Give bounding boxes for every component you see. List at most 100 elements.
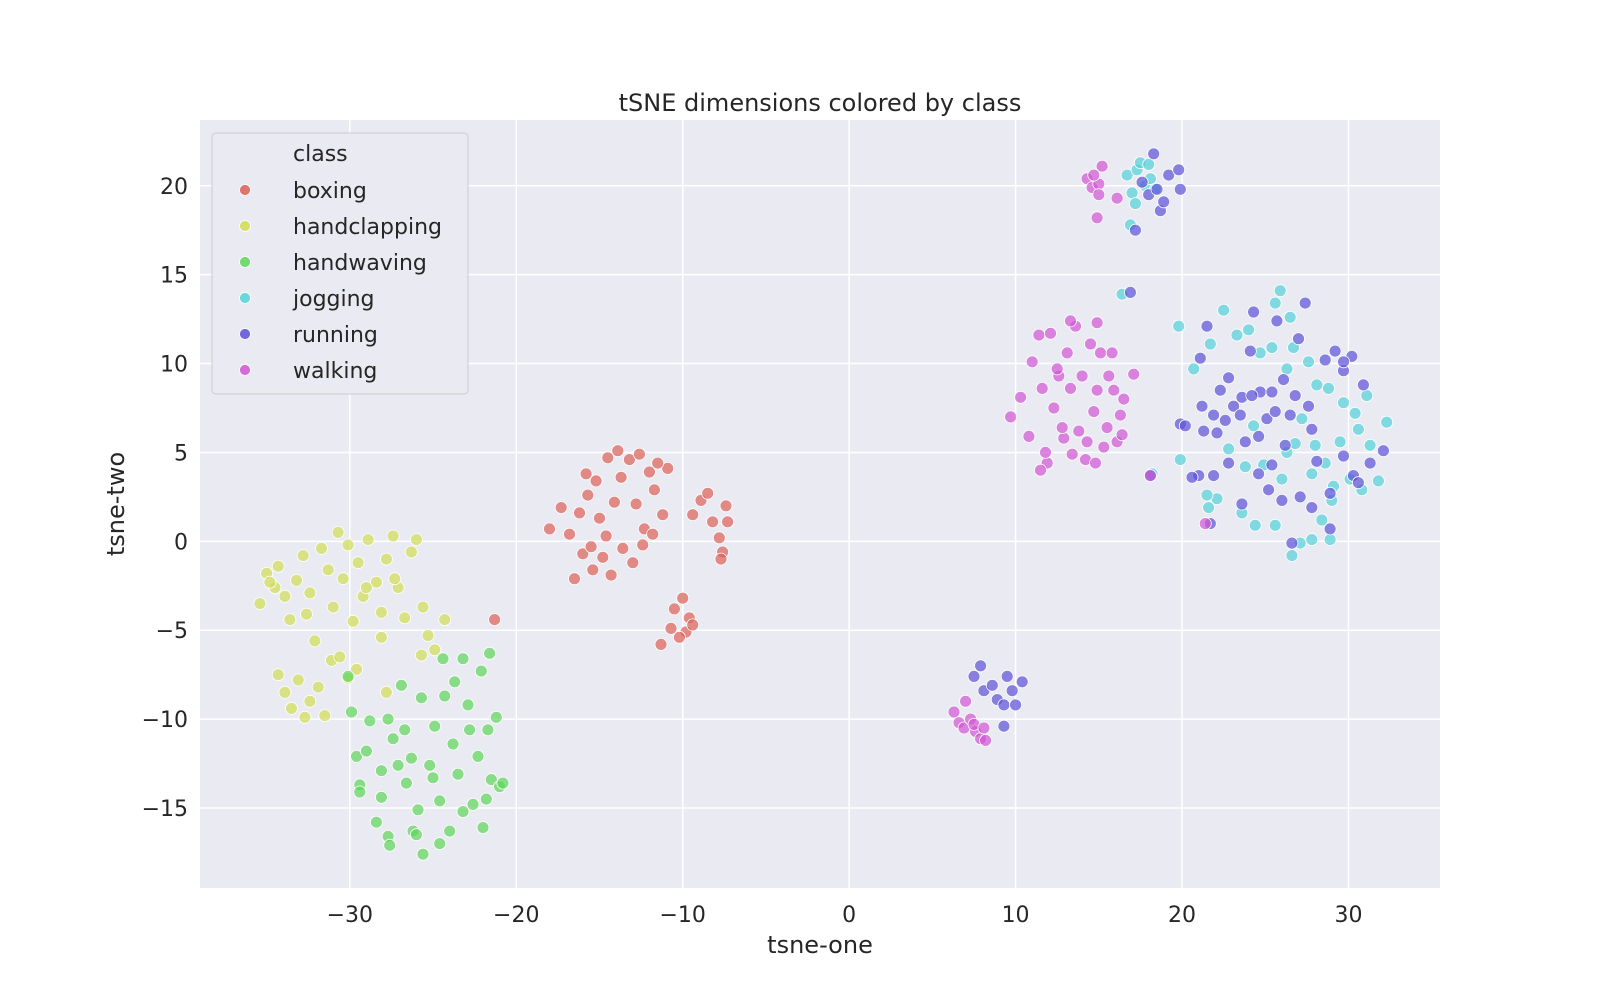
point-handwaving xyxy=(484,773,498,786)
legend-label-walking: walking xyxy=(293,359,377,384)
point-handclapping xyxy=(271,559,285,573)
point-handwaving xyxy=(374,790,388,804)
point-handwaving xyxy=(456,805,470,818)
point-handwaving xyxy=(433,837,447,850)
point-boxing xyxy=(601,451,615,465)
point-jogging xyxy=(1302,355,1315,369)
point-handwaving xyxy=(381,712,395,726)
point-boxing xyxy=(629,497,643,511)
point-handwaving xyxy=(451,767,465,781)
point-running xyxy=(1222,371,1235,385)
point-running xyxy=(1135,175,1149,189)
point-jogging xyxy=(1238,460,1252,474)
point-boxing xyxy=(608,495,621,509)
point-boxing xyxy=(701,486,715,500)
chart-title: tSNE dimensions colored by class xyxy=(619,89,1022,117)
point-running xyxy=(1162,168,1176,182)
point-handclapping xyxy=(346,614,360,628)
point-handwaving xyxy=(471,750,485,763)
x-tick-label: 10 xyxy=(1002,903,1030,928)
point-running xyxy=(1277,373,1290,387)
point-running xyxy=(1265,458,1279,472)
point-handwaving xyxy=(353,785,367,799)
legend-frame xyxy=(211,132,469,395)
point-running xyxy=(1275,493,1289,507)
point-jogging xyxy=(1337,396,1350,410)
point-running xyxy=(1147,147,1161,161)
point-handwaving xyxy=(479,792,493,806)
point-jogging xyxy=(1372,474,1385,488)
x-tick-label: 30 xyxy=(1334,903,1362,928)
point-running xyxy=(1363,456,1377,470)
point-running xyxy=(1193,351,1207,365)
legend-label-boxing: boxing xyxy=(293,179,367,204)
point-jogging xyxy=(1265,341,1279,355)
point-handwaving xyxy=(374,764,388,778)
point-jogging xyxy=(1275,472,1289,486)
point-running xyxy=(1265,385,1279,399)
point-jogging xyxy=(1308,438,1322,452)
point-handwaving xyxy=(341,670,355,683)
y-tick-label: 5 xyxy=(174,441,188,466)
point-handclapping xyxy=(350,662,363,676)
point-boxing xyxy=(604,568,618,582)
legend-label-handwaving: handwaving xyxy=(293,251,427,276)
point-walking xyxy=(1065,447,1079,461)
point-jogging xyxy=(1323,533,1337,546)
point-boxing xyxy=(573,506,586,520)
y-tick-label: 0 xyxy=(174,530,188,555)
y-tick-label: −10 xyxy=(142,708,188,733)
point-handclapping xyxy=(386,529,400,543)
point-handclapping xyxy=(421,629,435,642)
point-walking xyxy=(1117,392,1131,406)
point-handwaving xyxy=(463,723,477,737)
point-walking xyxy=(1097,440,1111,454)
y-axis-label: tsne-two xyxy=(102,452,130,556)
point-walking xyxy=(1094,346,1107,360)
x-axis-label: tsne-one xyxy=(767,931,873,959)
point-handwaving xyxy=(481,723,495,737)
point-handclapping xyxy=(414,648,428,662)
point-boxing xyxy=(584,540,598,554)
point-walking xyxy=(1084,337,1097,351)
x-tick-label: 20 xyxy=(1168,903,1196,928)
y-tick-label: −5 xyxy=(156,619,188,644)
point-boxing xyxy=(648,483,661,497)
legend-marker-walking xyxy=(239,364,251,376)
point-jogging xyxy=(1268,296,1282,310)
point-jogging xyxy=(1217,303,1230,317)
point-walking xyxy=(1110,191,1124,205)
point-running xyxy=(1173,182,1187,196)
point-handwaving xyxy=(433,794,447,808)
point-handwaving xyxy=(474,664,488,678)
point-handwaving xyxy=(438,689,452,703)
point-boxing xyxy=(633,447,646,461)
point-walking xyxy=(1102,369,1116,383)
point-running xyxy=(1124,285,1137,299)
point-walking xyxy=(977,721,991,735)
point-walking xyxy=(1087,168,1101,182)
point-handwaving xyxy=(476,821,490,834)
point-handclapping xyxy=(333,650,347,664)
y-tick-label: −15 xyxy=(142,797,188,822)
point-walking xyxy=(1090,316,1104,330)
point-handclapping xyxy=(285,702,298,715)
point-jogging xyxy=(1120,168,1134,182)
point-running xyxy=(1129,223,1142,237)
point-handclapping xyxy=(336,572,350,586)
point-running xyxy=(1268,405,1282,419)
point-running xyxy=(1278,438,1292,452)
point-running xyxy=(1318,353,1332,367)
point-walking xyxy=(1047,401,1061,415)
point-handclapping xyxy=(379,686,393,699)
point-handwaving xyxy=(414,691,428,705)
point-handclapping xyxy=(374,630,388,644)
point-walking xyxy=(947,705,961,719)
point-running xyxy=(1238,435,1252,449)
point-walking xyxy=(1100,421,1114,435)
point-running xyxy=(1150,182,1164,196)
point-handwaving xyxy=(386,732,400,746)
point-handwaving xyxy=(369,815,383,829)
point-boxing xyxy=(554,501,568,515)
